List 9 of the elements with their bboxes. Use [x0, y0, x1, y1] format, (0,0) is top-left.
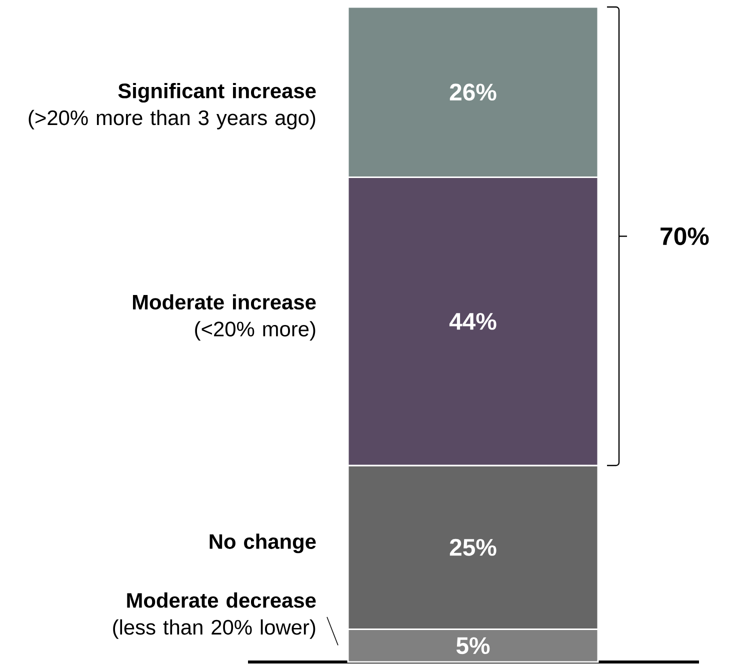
- series-label: No change: [210, 534, 316, 554]
- data-label: 25%: [450, 538, 496, 556]
- series-label: Moderate increase (<20% more): [132, 294, 316, 341]
- data-label: 44%: [449, 312, 496, 330]
- text: 70%: [660, 227, 709, 246]
- series-label: Significant increase (>20% more than 3 years ago): [28, 82, 316, 130]
- data-label: 5%: [456, 637, 490, 654]
- data-label: 26%: [450, 84, 496, 101]
- series-label: Moderate decrease (less than 20% lower): [113, 592, 316, 639]
